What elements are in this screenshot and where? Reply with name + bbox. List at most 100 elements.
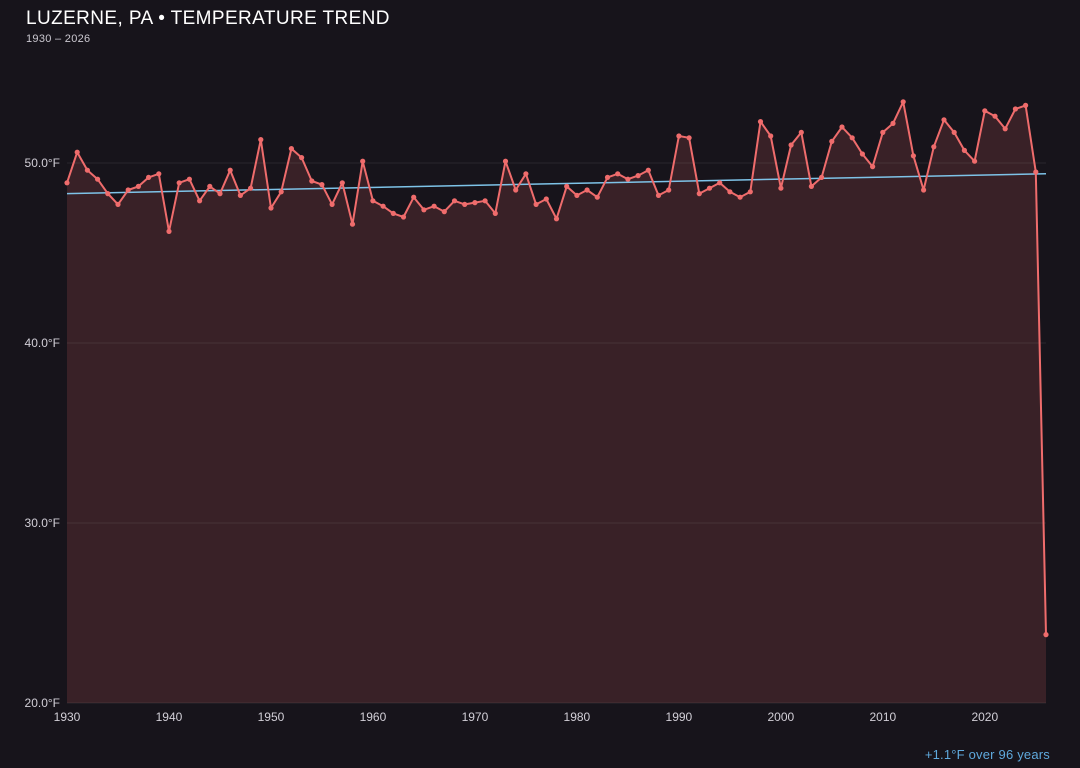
data-point (982, 108, 988, 114)
data-point (207, 183, 213, 189)
chart-title: LUZERNE, PA • TEMPERATURE TREND (26, 8, 390, 29)
data-point (839, 124, 845, 130)
data-point (890, 120, 896, 126)
data-point (176, 180, 182, 186)
chart-subtitle: 1930 – 2026 (26, 33, 91, 45)
data-point (431, 203, 437, 209)
data-point (248, 185, 254, 191)
data-point (564, 183, 570, 189)
data-point (972, 158, 978, 164)
data-point (329, 201, 335, 207)
data-point (941, 117, 947, 123)
x-axis-tick-label: 1960 (360, 710, 387, 724)
chart-header: LUZERNE, PA • TEMPERATURE TREND 1930 – 2… (26, 8, 390, 45)
data-point (64, 180, 70, 186)
data-point (319, 182, 325, 188)
data-point (125, 187, 131, 193)
data-point (717, 180, 723, 186)
data-point (961, 147, 968, 153)
data-point (197, 198, 203, 204)
data-point (880, 129, 886, 135)
x-axis-tick-label: 2020 (971, 710, 998, 724)
y-axis-tick-label: 50.0°F (25, 156, 60, 170)
data-point (360, 158, 366, 164)
data-point (339, 180, 345, 186)
data-point (462, 201, 468, 207)
data-point (278, 189, 284, 195)
data-point (666, 187, 672, 193)
data-point (390, 210, 396, 216)
data-point (227, 167, 233, 173)
data-point (543, 196, 549, 202)
x-axis-tick-label: 1980 (564, 710, 591, 724)
data-point (421, 207, 427, 213)
data-point (635, 173, 641, 179)
data-point (615, 171, 621, 177)
data-point (1043, 632, 1049, 638)
data-point (1002, 126, 1008, 132)
data-point (237, 192, 243, 198)
data-point (696, 191, 702, 197)
data-point (788, 142, 794, 148)
trend-annotation: +1.1°F over 96 years (924, 747, 1050, 762)
data-point (747, 189, 753, 195)
y-axis-tick-label: 40.0°F (25, 336, 60, 350)
data-point (74, 149, 80, 155)
x-axis-tick-label: 2010 (869, 710, 896, 724)
data-point (115, 201, 121, 207)
data-point (757, 119, 764, 125)
x-axis-tick-label: 1970 (462, 710, 489, 724)
x-axis-tick-label: 1950 (258, 710, 285, 724)
data-point (166, 228, 172, 234)
data-point (502, 158, 509, 164)
data-point (258, 137, 264, 143)
data-point (186, 176, 192, 182)
data-point (553, 216, 560, 222)
data-point (156, 171, 162, 177)
data-point (992, 113, 998, 119)
data-point (472, 200, 478, 206)
data-point (482, 198, 488, 204)
data-point (604, 174, 611, 180)
data-point (451, 198, 458, 204)
data-point (1033, 169, 1039, 175)
data-point (492, 210, 498, 216)
data-point (584, 187, 590, 193)
data-point (625, 176, 631, 182)
data-point (594, 194, 600, 200)
data-point (686, 135, 692, 141)
data-point (727, 189, 733, 195)
data-point (829, 138, 835, 144)
data-point (910, 153, 917, 159)
data-point (819, 174, 825, 180)
data-point (849, 135, 855, 141)
trend-line (66, 173, 1047, 195)
data-point (523, 171, 529, 177)
data-point (299, 155, 305, 161)
data-point (1012, 106, 1019, 112)
data-point (921, 187, 927, 193)
data-point (900, 99, 906, 105)
data-point (645, 167, 651, 173)
data-point (808, 183, 815, 189)
x-axis-tick-label: 2000 (768, 710, 795, 724)
data-point (533, 201, 539, 207)
x-axis-tick-label: 1930 (54, 710, 81, 724)
y-axis-tick-label: 20.0°F (25, 696, 60, 710)
data-point (288, 146, 294, 152)
data-point (768, 133, 774, 139)
data-point (95, 176, 101, 182)
data-point (798, 129, 804, 135)
data-point (706, 185, 713, 191)
data-point (309, 178, 315, 184)
data-point (931, 144, 937, 150)
data-point (778, 185, 784, 191)
data-point (349, 221, 356, 227)
x-axis-tick-label: 1990 (666, 710, 693, 724)
x-axis-tick-label: 1940 (156, 710, 183, 724)
data-point (655, 192, 662, 198)
data-point (1023, 102, 1029, 108)
data-point (951, 129, 957, 135)
